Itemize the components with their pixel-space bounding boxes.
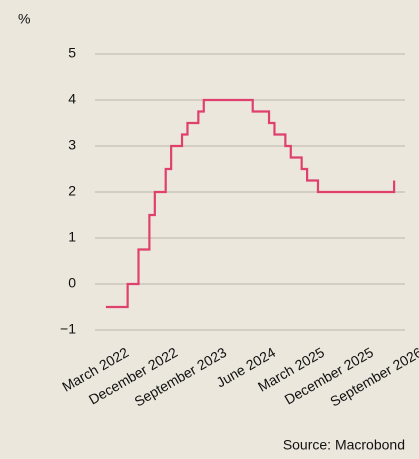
y-tick-label: −1: [60, 321, 76, 337]
y-tick-label: 2: [68, 183, 76, 199]
y-tick-label: 1: [68, 229, 76, 245]
y-tick-label: 5: [68, 45, 76, 61]
source: Source: Macrobond: [283, 437, 405, 453]
y-tick-label: 4: [68, 91, 76, 107]
y-unit-label: %: [18, 11, 30, 27]
y-tick-label: 0: [68, 275, 76, 291]
y-tick-label: 3: [68, 137, 76, 153]
line: [105, 98, 396, 309]
